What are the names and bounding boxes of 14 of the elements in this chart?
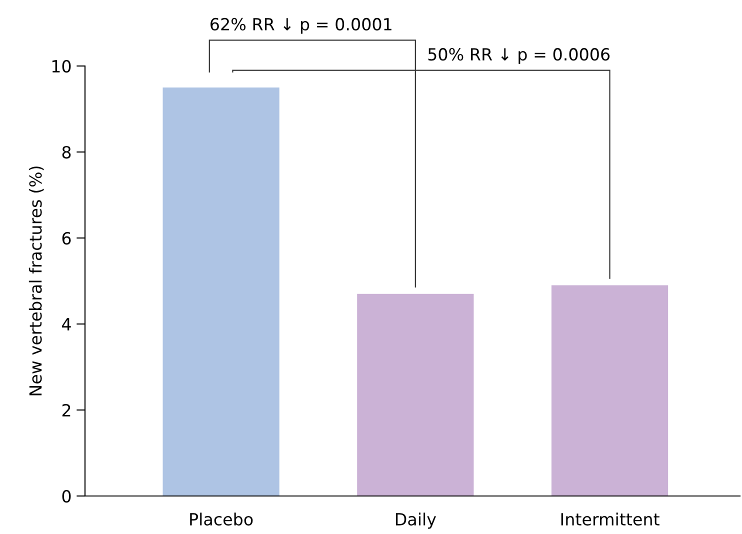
y-tick-label: 2 <box>62 404 70 416</box>
x-tick-label: Daily <box>396 512 436 529</box>
y-tick-label: 4 <box>62 318 71 330</box>
bar <box>551 285 668 496</box>
bar <box>357 294 474 496</box>
x-tick-label: Placebo <box>190 512 253 526</box>
text: 50% RR ↓ p = 0.0006 <box>428 48 610 64</box>
y-tick-label: 10 <box>52 60 71 73</box>
y-tick-label: 6 <box>62 232 71 245</box>
text: 62% RR ↓ p = 0.0001 <box>210 18 392 34</box>
x-tick-label: Intermittent <box>561 512 660 526</box>
y-axis-title: New vertebral fractures (%) <box>28 166 44 396</box>
y-tick-label: 0 <box>62 490 71 503</box>
y-tick-label: 8 <box>62 146 71 159</box>
